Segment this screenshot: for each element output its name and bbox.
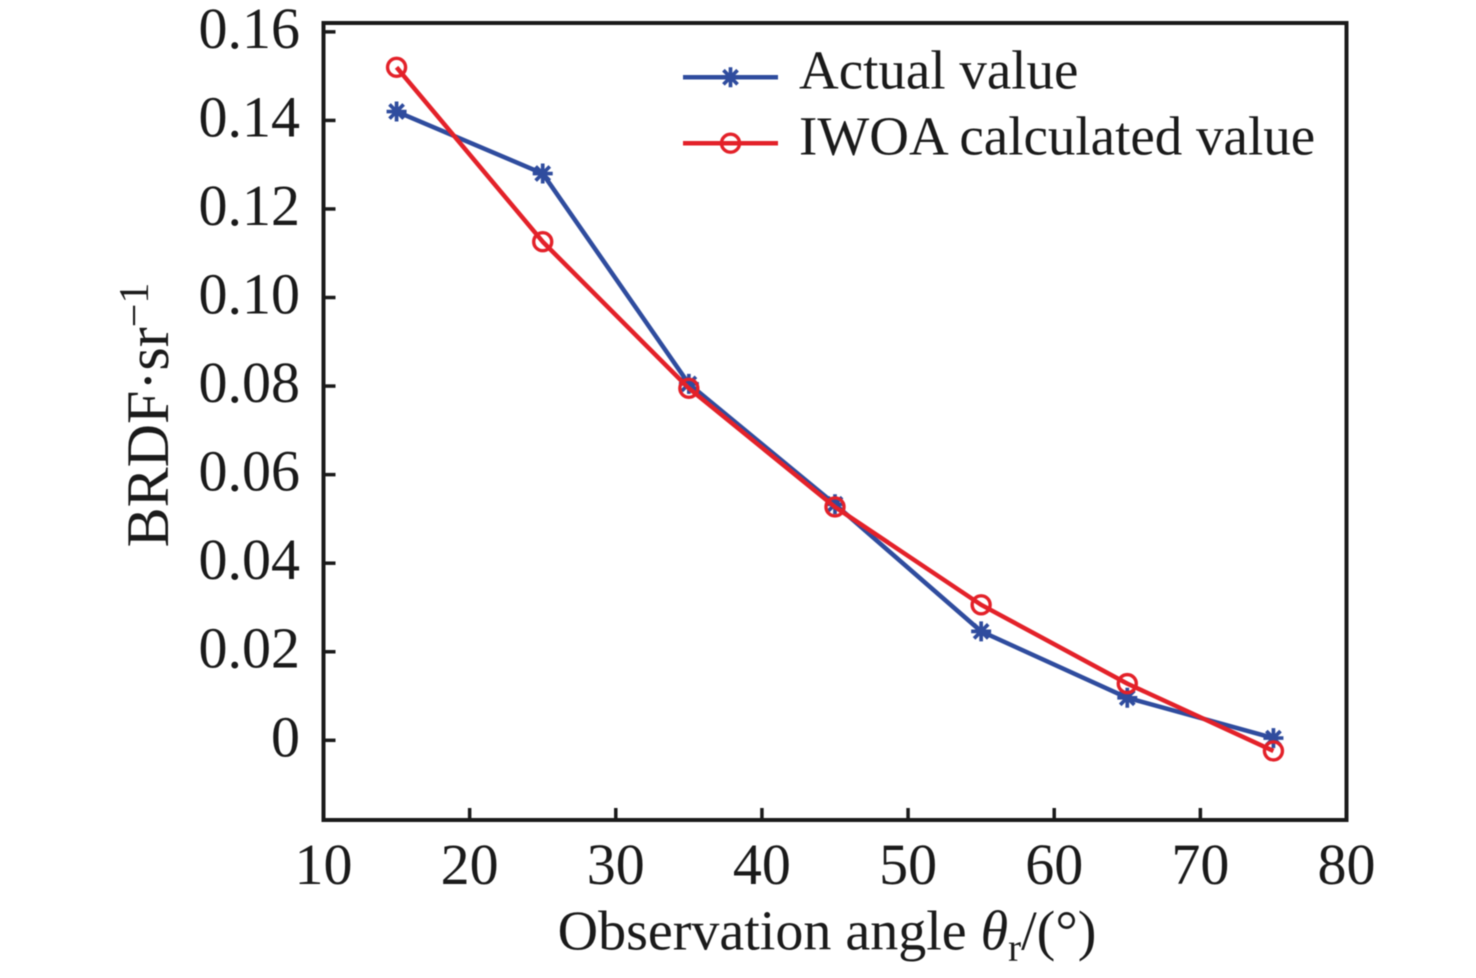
y-tick-label: 0.06 [199, 439, 301, 504]
x-tick-label: 60 [1025, 832, 1083, 897]
marker-asterisk [971, 621, 992, 642]
y-tick-label: 0.08 [199, 350, 301, 415]
x-tick-label: 50 [879, 832, 937, 897]
marker-circle [824, 496, 846, 518]
legend: Actual value IWOA calculated value [683, 40, 1315, 167]
marker-asterisk [386, 101, 407, 122]
series-iwoa-calculated-value [385, 56, 1285, 762]
x-tick-label: 40 [733, 832, 791, 897]
marker-circle [719, 132, 742, 154]
legend-label-iwoa: IWOA calculated value [799, 106, 1315, 167]
marker-circle [678, 377, 700, 399]
x-axis-tick-labels: 10 20 30 40 50 60 70 80 [295, 832, 1376, 897]
x-axis-ticks [321, 808, 1349, 820]
y-tick-label: 0.14 [199, 84, 301, 149]
y-tick-label: 0 [271, 704, 300, 769]
marker-asterisk [720, 67, 741, 88]
marker-circle [385, 56, 408, 78]
series-line [394, 65, 1275, 753]
x-axis-title: Observation angle θr/(°) [558, 901, 1097, 970]
marker-circle [970, 594, 992, 616]
y-axis-tick-labels: 0 0.02 0.04 0.06 0.08 0.10 0.12 0.14 0.16 [199, 0, 301, 769]
legend-label-actual: Actual value [799, 40, 1078, 101]
marker-circle [532, 231, 554, 253]
plot-frame [321, 21, 1349, 822]
y-tick-label: 0.02 [199, 616, 301, 681]
y-tick-label: 0.10 [199, 262, 301, 327]
x-tick-label: 30 [587, 832, 645, 897]
y-axis-title: BRDF·sr−1 [112, 283, 181, 548]
y-axis-ticks [323, 30, 336, 743]
y-tick-label: 0.04 [199, 527, 301, 592]
x-tick-label: 80 [1318, 832, 1376, 897]
series-line [395, 109, 1275, 741]
x-tick-label: 10 [295, 832, 353, 897]
legend-marker-iwoa-icon [719, 132, 742, 154]
marker-circle [1116, 672, 1138, 695]
x-tick-label: 70 [1171, 832, 1229, 897]
marker-asterisk [678, 373, 699, 394]
x-tick-label: 20 [441, 832, 499, 897]
marker-circle [1262, 740, 1285, 762]
y-tick-label: 0.16 [199, 0, 301, 61]
legend-marker-actual-icon [720, 67, 741, 88]
y-tick-label: 0.12 [199, 173, 301, 238]
marker-asterisk [532, 163, 553, 184]
marker-asterisk [1263, 728, 1284, 749]
marker-asterisk [1117, 687, 1138, 708]
series-actual-value [386, 101, 1284, 749]
